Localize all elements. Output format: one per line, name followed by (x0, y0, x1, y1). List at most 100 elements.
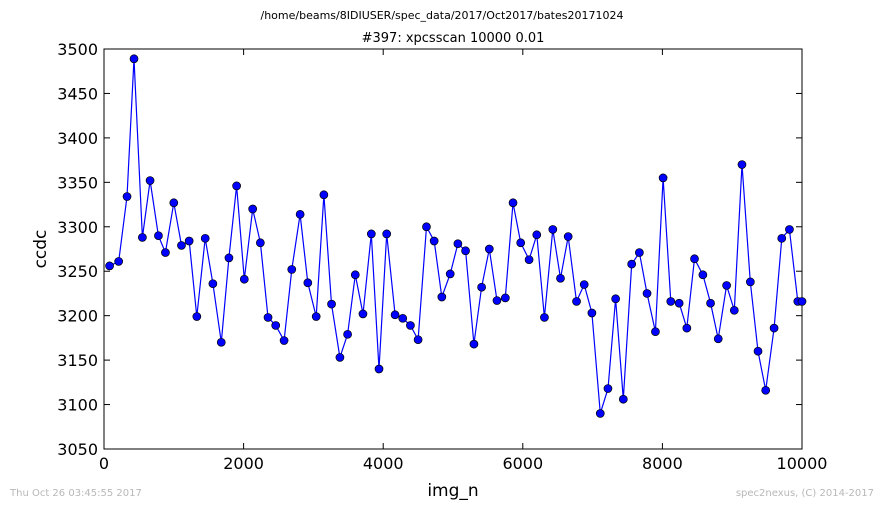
data-point (611, 294, 620, 304)
data-point (248, 204, 258, 214)
data-point (666, 297, 676, 306)
axis-ticks: 0 2000 4000 6000 8000 10000 3050 3100 3150 3200 32… (57, 40, 827, 473)
data-point (722, 281, 731, 290)
x-tick-label: 4000 (363, 454, 404, 473)
data-point (114, 257, 124, 266)
series-point-layer (105, 54, 807, 418)
y-axis-label: ccdc (31, 230, 51, 269)
x-tick-label: 8000 (642, 454, 683, 473)
footer-timestamp: Thu Oct 26 03:45:55 2017 (10, 488, 142, 499)
data-point (406, 321, 415, 330)
data-point (674, 298, 684, 308)
y-tick-label: 3450 (57, 84, 98, 103)
data-point (287, 265, 297, 274)
data-point (271, 321, 281, 330)
data-point (169, 198, 179, 208)
data-point (737, 160, 747, 169)
data-point (413, 335, 423, 345)
data-point (477, 282, 486, 292)
data-point (366, 229, 376, 239)
data-point (177, 241, 186, 250)
data-point (469, 339, 479, 349)
data-point (516, 238, 526, 248)
data-point (651, 327, 660, 337)
data-point (785, 225, 794, 234)
x-tick-label: 6000 (502, 454, 543, 473)
data-point (563, 232, 573, 241)
y-tick-label: 3150 (57, 351, 98, 370)
data-point (192, 312, 202, 321)
data-point (572, 297, 581, 306)
data-point (587, 308, 597, 318)
data-point (105, 261, 114, 271)
data-point (335, 353, 345, 362)
data-point (343, 329, 352, 339)
data-point (548, 225, 558, 234)
data-point (208, 279, 218, 289)
data-point (224, 253, 234, 263)
data-point (232, 181, 241, 191)
y-tick-label: 3200 (57, 307, 98, 326)
data-point (263, 313, 273, 322)
data-point (239, 274, 249, 284)
data-point (777, 233, 787, 243)
data-point (769, 323, 779, 333)
data-point (437, 292, 447, 302)
y-tick-label: 3100 (57, 396, 98, 415)
y-tick-label: 3250 (57, 262, 98, 281)
data-point (350, 270, 360, 280)
data-point (453, 239, 463, 249)
data-point (501, 293, 510, 303)
data-point (374, 364, 384, 374)
data-point (698, 270, 708, 280)
data-point (429, 236, 439, 246)
data-point (382, 229, 392, 239)
data-point (484, 244, 494, 254)
data-point (279, 336, 289, 345)
y-tick-label: 3350 (57, 173, 98, 192)
y-tick-label: 3400 (57, 129, 98, 148)
data-point (390, 310, 400, 320)
data-point (200, 233, 210, 243)
data-point (358, 309, 368, 319)
data-point (398, 313, 408, 323)
data-point (603, 384, 613, 393)
data-point (579, 280, 589, 289)
data-point (445, 269, 455, 279)
y-tick-label: 3500 (57, 40, 98, 59)
chart-title: #397: xpcsscan 10000 0.01 (361, 31, 545, 46)
x-tick-label: 10000 (777, 454, 828, 473)
data-point (422, 222, 431, 232)
file-path-title: /home/beams/8IDIUSER/spec_data/2017/Oct2… (260, 9, 624, 22)
data-point (154, 231, 163, 241)
data-point (327, 299, 336, 309)
data-point (627, 259, 637, 269)
data-point (122, 192, 132, 201)
data-point (642, 289, 652, 298)
data-point (635, 248, 644, 257)
x-tick-label: 0 (99, 454, 109, 473)
data-point (618, 394, 628, 404)
x-tick-label: 2000 (223, 454, 264, 473)
data-point (492, 296, 502, 305)
x-axis-label: img_n (427, 481, 478, 501)
data-point (745, 277, 755, 287)
data-point (540, 313, 549, 322)
data-point (658, 173, 668, 183)
y-tick-label: 3050 (57, 440, 98, 459)
data-point (524, 255, 534, 265)
data-point (532, 230, 542, 240)
data-point (461, 246, 470, 256)
data-point (713, 334, 723, 344)
data-point (729, 305, 739, 315)
data-point (161, 248, 170, 257)
data-point (753, 346, 763, 356)
data-point (138, 233, 147, 242)
y-tick-label: 3300 (57, 218, 98, 237)
data-point (184, 236, 194, 246)
data-point (761, 385, 771, 395)
plot-area-frame (103, 48, 803, 450)
data-point (303, 278, 313, 288)
data-point (556, 273, 565, 283)
